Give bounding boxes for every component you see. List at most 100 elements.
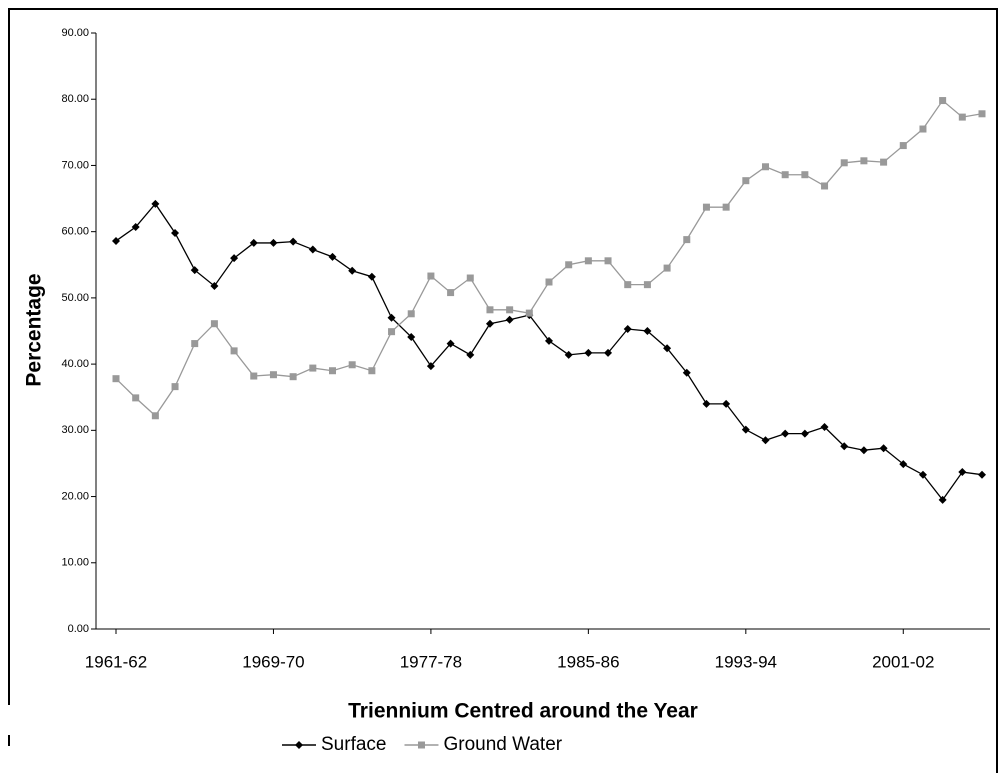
marker: [328, 252, 337, 261]
marker: [210, 320, 218, 328]
marker: [604, 348, 613, 357]
x-tick-label: 2001-02: [872, 652, 934, 671]
y-tick-label: 80.00: [61, 93, 89, 105]
marker: [466, 274, 474, 282]
y-tick-label: 60.00: [61, 226, 89, 238]
y-axis-title: Percentage: [23, 273, 46, 386]
x-tick-label: 1961-62: [85, 652, 147, 671]
marker: [308, 245, 317, 254]
marker: [584, 257, 592, 265]
marker: [565, 261, 573, 269]
marker: [486, 306, 494, 314]
marker: [329, 367, 336, 375]
series-line: [115, 202, 983, 501]
marker: [348, 266, 357, 275]
marker: [564, 350, 573, 359]
y-tick-label: 30.00: [61, 424, 89, 436]
marker: [269, 238, 278, 247]
x-tick-label: 1985-86: [557, 652, 619, 671]
marker: [761, 436, 770, 445]
marker: [250, 372, 258, 380]
marker: [958, 113, 966, 121]
y-tick-label: 0.00: [68, 623, 89, 635]
marker: [171, 383, 179, 391]
marker: [643, 281, 651, 289]
marker: [682, 368, 691, 377]
marker: [820, 423, 829, 432]
marker: [801, 171, 809, 179]
y-tick-label: 10.00: [61, 557, 89, 569]
marker: [289, 237, 298, 246]
marker: [417, 741, 425, 749]
marker: [919, 125, 927, 133]
marker: [624, 281, 632, 289]
marker: [722, 399, 731, 408]
marker: [663, 264, 671, 272]
marker: [879, 444, 888, 453]
marker: [623, 325, 632, 334]
marker: [151, 199, 160, 208]
y-tick-label: 40.00: [61, 358, 89, 370]
marker: [545, 278, 553, 286]
marker: [899, 142, 907, 150]
marker: [426, 362, 435, 371]
marker: [643, 327, 652, 335]
marker: [466, 350, 475, 359]
marker: [899, 460, 908, 469]
marker: [446, 339, 455, 348]
marker: [269, 371, 277, 379]
marker: [151, 412, 159, 420]
marker: [762, 163, 769, 171]
marker: [918, 470, 927, 479]
marker: [230, 347, 238, 355]
marker: [525, 309, 533, 317]
marker: [387, 313, 396, 322]
marker: [407, 332, 416, 341]
marker: [427, 272, 435, 280]
marker: [447, 289, 455, 297]
marker: [860, 157, 868, 165]
marker: [545, 336, 553, 345]
legend-label: Surface: [321, 734, 386, 755]
marker: [958, 468, 967, 477]
marker: [230, 254, 239, 263]
marker: [367, 272, 376, 281]
marker: [683, 236, 691, 244]
y-tick-label: 50.00: [61, 292, 89, 304]
marker: [289, 373, 297, 381]
marker: [702, 203, 710, 211]
marker: [348, 361, 356, 369]
marker: [407, 310, 415, 318]
x-axis-title: Triennium Centred around the Year: [348, 700, 698, 723]
marker: [978, 470, 986, 479]
marker: [368, 367, 376, 375]
marker: [938, 495, 947, 504]
marker: [840, 442, 849, 451]
marker: [485, 319, 494, 328]
marker: [604, 257, 612, 265]
marker: [859, 446, 868, 455]
marker: [249, 238, 258, 247]
marker: [309, 364, 317, 372]
marker: [741, 425, 750, 434]
y-tick-label: 90.00: [61, 27, 89, 39]
marker: [132, 394, 140, 402]
series-line: [115, 99, 983, 417]
marker: [800, 429, 809, 438]
marker: [171, 228, 180, 237]
marker: [978, 110, 986, 118]
marker: [821, 182, 829, 190]
legend-label: Ground Water: [443, 734, 562, 755]
y-tick-label: 70.00: [61, 159, 89, 171]
marker: [939, 97, 947, 105]
marker: [388, 328, 396, 336]
marker: [840, 159, 848, 167]
marker: [210, 281, 219, 290]
y-tick-label: 20.00: [61, 490, 89, 502]
marker: [880, 158, 888, 166]
marker: [506, 306, 514, 314]
marker: [722, 203, 730, 211]
marker: [295, 741, 303, 749]
